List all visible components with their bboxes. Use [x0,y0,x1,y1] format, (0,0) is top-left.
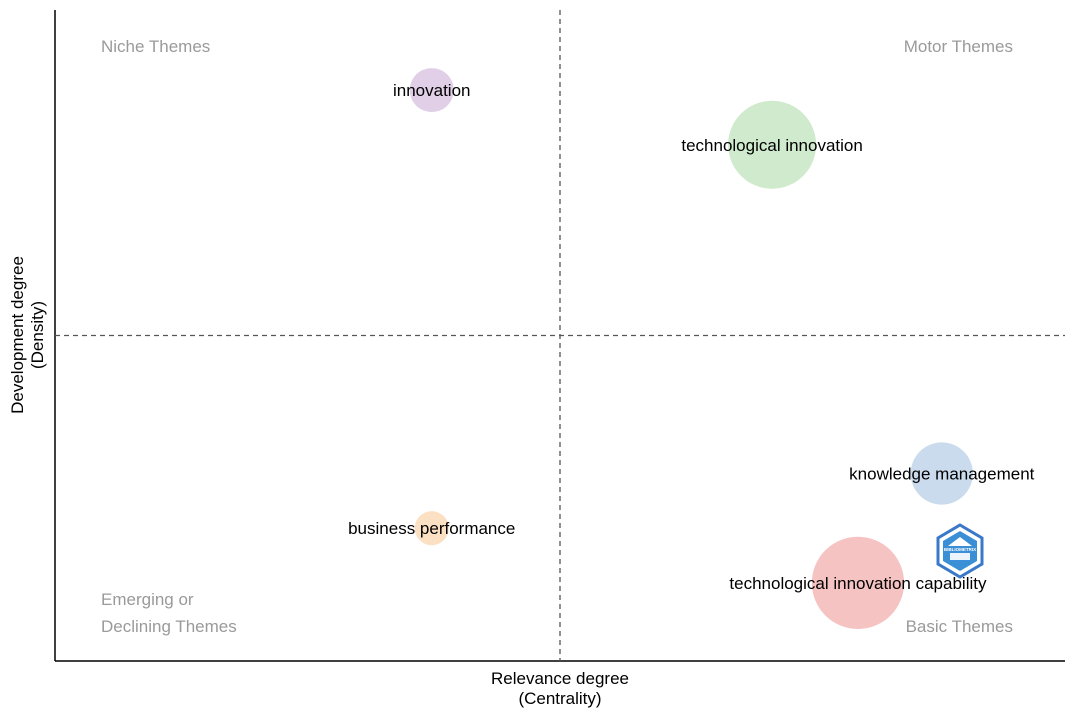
quadrant-label-niche: Niche Themes [101,37,210,56]
bubble-layer [409,68,973,630]
bubble-label-knowledge-management: knowledge management [849,465,1035,484]
bubble-technological-innovation-capability [811,536,905,630]
bibliometrix-logo: BIBLIOMETRIX [936,523,984,579]
bubble-label-innovation: innovation [393,81,471,100]
bubble-innovation [409,68,454,113]
bubble-label-technological-innovation: technological innovation [681,136,862,155]
quadrant-label-emerging-line1: Emerging or [101,590,194,609]
bubble-label-business-performance: business performance [348,519,515,538]
quadrant-label-basic: Basic Themes [906,617,1013,636]
quadrant-label-motor: Motor Themes [904,37,1013,56]
bubble-technological-innovation [728,100,817,189]
logo-text: BIBLIOMETRIX [944,547,976,552]
y-axis-title-line1: Development degree [8,256,27,414]
x-axis-title-line1: Relevance degree [491,669,629,688]
bubble-label-technological-innovation-capability: technological innovation capability [729,574,987,593]
bubble-knowledge-management [910,442,973,505]
x-axis-title-line2: (Centrality) [518,689,601,708]
bubble-label-layer: innovation technological innovation knowle… [348,81,1035,593]
bubble-business-performance [414,511,449,546]
quadrant-label-emerging-line2: Declining Themes [101,617,237,636]
y-axis-title-line2: (Density) [28,301,47,369]
